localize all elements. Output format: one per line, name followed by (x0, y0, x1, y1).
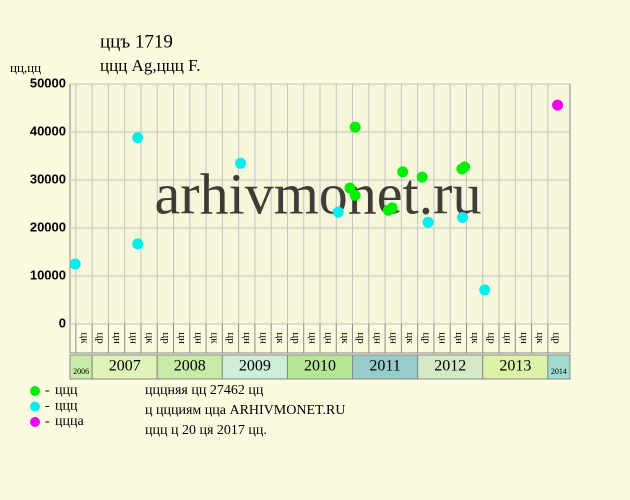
note: ццц ц 20 ця 2017 цц. (145, 423, 267, 438)
note: цццняя цц 27462 цц (145, 383, 264, 398)
year-band (352, 354, 419, 380)
legend-label: цццa (55, 414, 84, 429)
x-tick-label: цн (241, 332, 253, 344)
point (332, 206, 344, 218)
x-tick-label: цн (258, 332, 270, 344)
x-tick-label: цн (323, 332, 335, 344)
point (397, 166, 409, 178)
year-label: 2009 (239, 358, 271, 375)
y-tick-label: 10000 (30, 267, 66, 282)
x-tick-label: цн (371, 332, 383, 344)
x-tick-label: цр (485, 332, 497, 344)
y-tick-label: 20000 (30, 219, 66, 234)
x-tick-label: цр (95, 332, 107, 344)
point (349, 121, 361, 133)
y-tick-label: 30000 (30, 171, 66, 186)
y-tick-label: 40000 (30, 123, 66, 138)
year-band (482, 354, 549, 380)
point (416, 171, 428, 183)
x-tick-label: цн (502, 332, 514, 344)
x-tick-label: цн (518, 332, 530, 344)
legend-dash: - (45, 383, 50, 398)
legend-label: ццц (55, 399, 78, 414)
x-tick-label: цк (404, 332, 416, 344)
x-tick-label: цр (550, 332, 562, 344)
y-tick-label: 0 (59, 315, 66, 330)
legend-marker (30, 401, 40, 412)
x-tick-label: цр (225, 332, 237, 344)
point (479, 284, 491, 296)
y-axis-label: цц,цц (10, 60, 41, 75)
x-tick-label: цр (420, 332, 432, 344)
year-label: 2012 (434, 358, 466, 375)
point (552, 99, 564, 111)
x-tick-label: цн (176, 332, 188, 344)
point (132, 132, 144, 144)
x-tick-label: цк (339, 332, 351, 344)
x-tick-label: цк (274, 332, 286, 344)
year-band (286, 354, 354, 380)
x-tick-label: цр (160, 332, 172, 344)
x-tick-label: цн (453, 332, 465, 344)
year-label: 2008 (174, 358, 206, 375)
x-tick-label: цк (78, 332, 90, 344)
year-label: 2007 (109, 358, 141, 375)
point (69, 258, 81, 270)
chart-title: ццъ 1719 (100, 31, 173, 52)
year-label: 2010 (304, 358, 336, 375)
year-band (547, 354, 571, 380)
y-tick-label: 50000 (30, 75, 66, 90)
x-tick-label: цн (192, 332, 204, 344)
x-tick-label: цн (437, 332, 449, 344)
legend-dash: - (45, 399, 50, 414)
point (386, 202, 398, 214)
legend-marker (30, 417, 40, 427)
x-tick-label: цн (111, 332, 123, 344)
x-tick-label: цн (388, 332, 400, 344)
legend-marker (30, 386, 40, 396)
x-tick-label: цк (469, 332, 481, 344)
x-tick-label: цк (534, 332, 546, 344)
year-label: 2014 (551, 367, 567, 376)
x-tick-label: цр (290, 332, 302, 344)
point (457, 211, 469, 223)
year-band (91, 354, 158, 380)
year-band (156, 354, 223, 380)
year-label: 2006 (73, 367, 89, 376)
x-tick-label: цк (144, 332, 156, 344)
watermark: arhivmonet.ru (155, 161, 482, 226)
x-tick-label: цн (127, 332, 139, 344)
point (349, 189, 361, 201)
x-tick-label: цн (306, 332, 318, 344)
x-tick-label: цк (209, 332, 221, 344)
point (422, 216, 434, 228)
x-tick-label: цр (355, 332, 367, 344)
note: ц ццциям цца ARHIVMONET.RU (145, 403, 345, 418)
legend-dash: - (45, 414, 50, 429)
point (235, 157, 247, 169)
legend-label: ццц (55, 383, 78, 398)
year-label: 2011 (369, 358, 400, 375)
chart-subtitle: ццц Ag,ццц F. (100, 56, 200, 75)
point (132, 238, 144, 250)
point (459, 161, 471, 173)
year-label: 2013 (499, 358, 531, 375)
